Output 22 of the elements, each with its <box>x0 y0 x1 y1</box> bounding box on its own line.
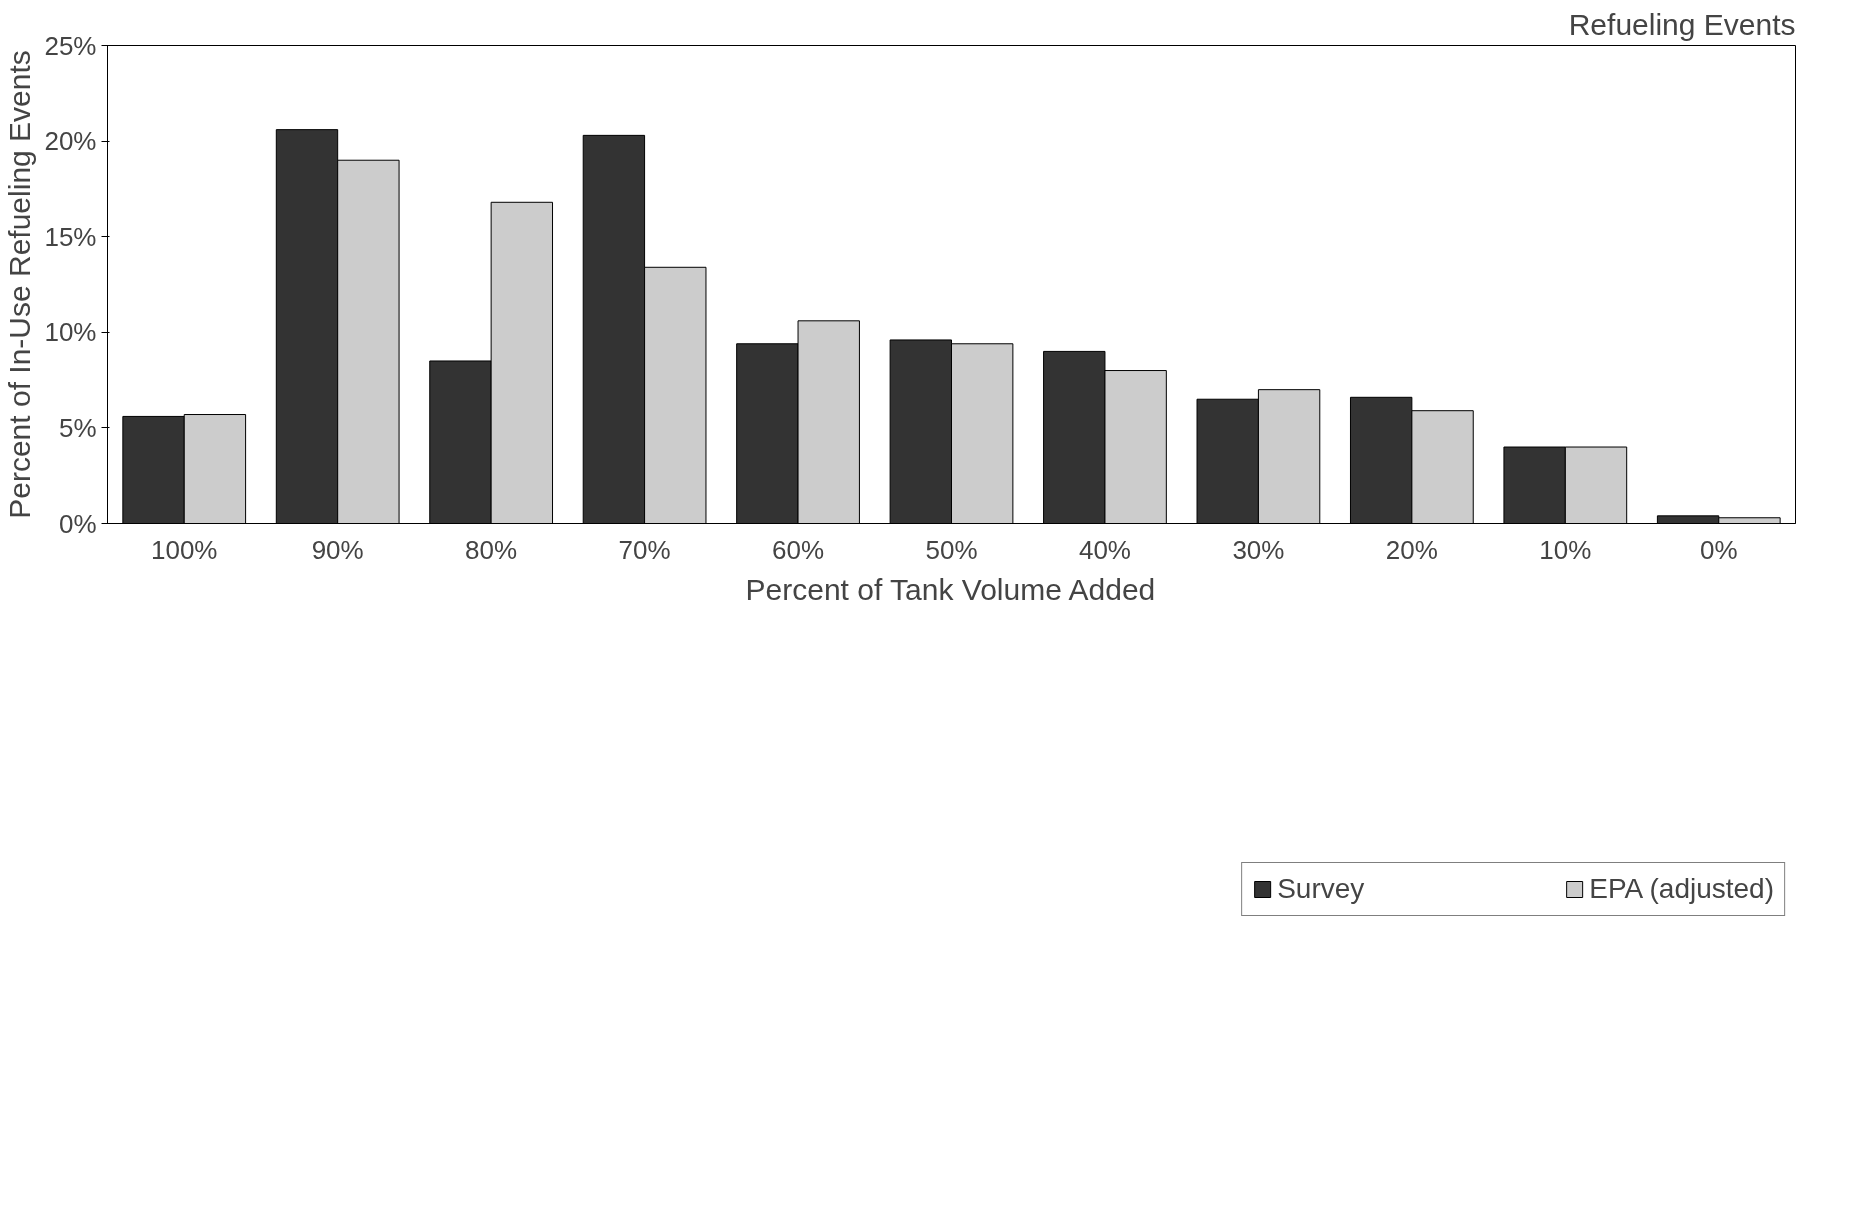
x-tick-label: 30% <box>1232 534 1285 565</box>
x-tick-label: 80% <box>465 534 518 565</box>
x-tick-label: 40% <box>1078 534 1131 565</box>
legend-label: EPA (adjusted) <box>1589 873 1774 905</box>
y-axis-title: Percent of In-Use Refueling Events <box>3 50 37 519</box>
x-tick-label: 20% <box>1385 534 1438 565</box>
y-tick-label: 0% <box>58 508 97 539</box>
x-tick-label: 60% <box>772 534 825 565</box>
x-tick-label: 0% <box>1699 534 1738 565</box>
y-tick-label: 10% <box>44 317 97 348</box>
x-axis-title: Percent of Tank Volume Added <box>745 572 1156 606</box>
x-tick-label: 90% <box>311 534 364 565</box>
legend-label: Survey <box>1277 873 1365 905</box>
y-tick-label: 15% <box>44 221 97 252</box>
y-tick-label: 20% <box>44 126 97 157</box>
x-tick-label: 10% <box>1539 534 1592 565</box>
chart-title: Refueling Events <box>1568 7 1796 41</box>
x-tick-label: 70% <box>618 534 671 565</box>
x-tick-label: 50% <box>925 534 978 565</box>
x-tick-label: 100% <box>150 534 218 565</box>
y-tick-label: 5% <box>58 412 97 443</box>
y-tick-label: 25% <box>44 30 97 61</box>
